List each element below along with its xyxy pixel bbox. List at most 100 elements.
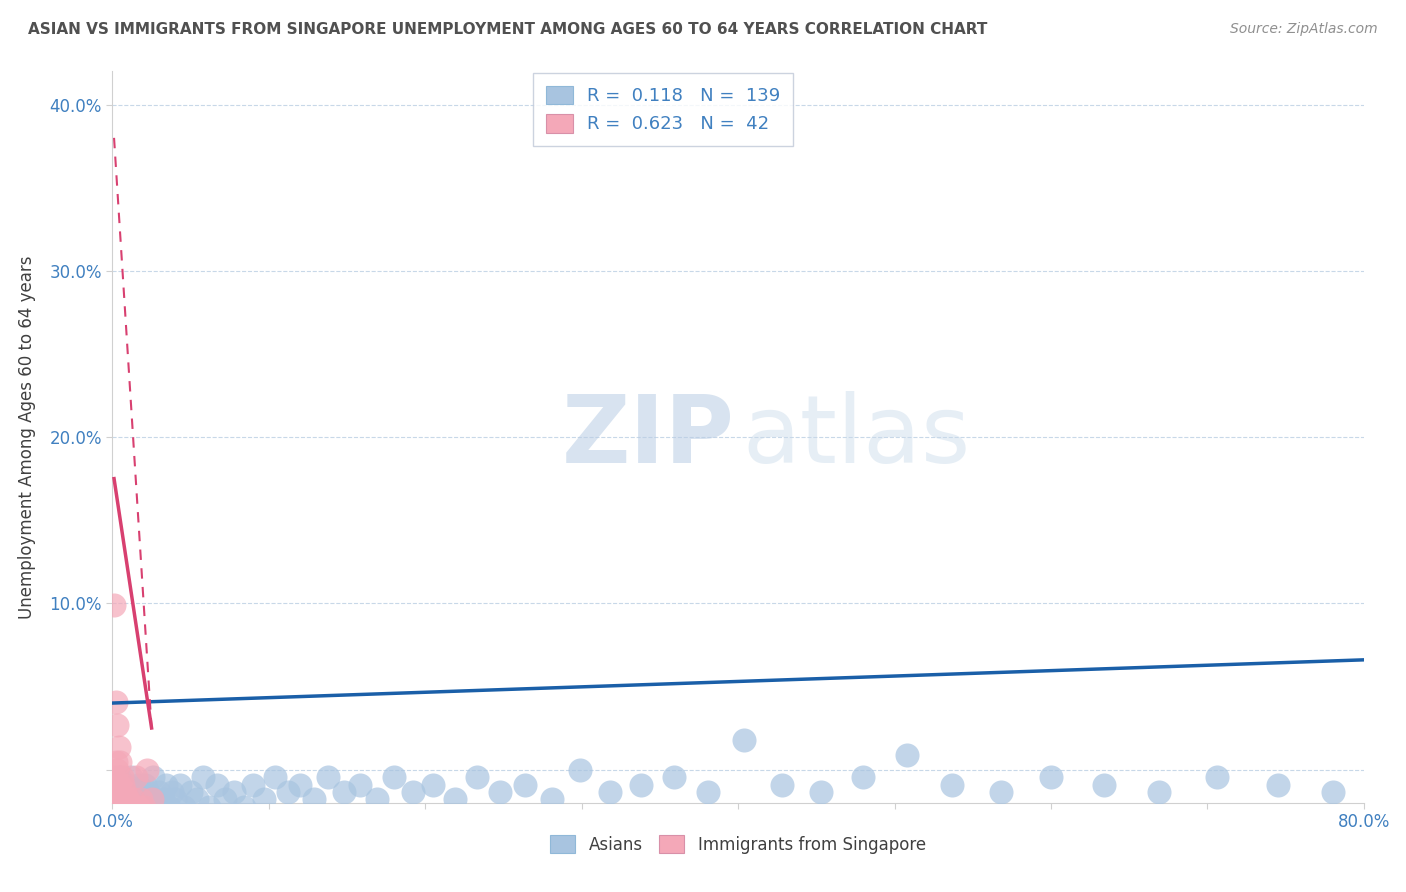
Point	[103, 680, 125, 694]
Point	[157, 696, 180, 710]
Point	[134, 646, 156, 660]
Point	[118, 696, 141, 710]
Point	[569, 613, 592, 627]
Point	[107, 646, 129, 660]
Point	[444, 680, 467, 694]
Point	[114, 680, 136, 694]
Point	[107, 630, 129, 644]
Point	[112, 663, 135, 677]
Point	[115, 646, 138, 660]
Point	[107, 696, 129, 710]
Point	[112, 746, 135, 760]
Point	[105, 680, 128, 694]
Point	[103, 696, 125, 710]
Point	[121, 680, 143, 694]
Point	[152, 680, 174, 694]
Point	[118, 680, 141, 694]
Point	[290, 646, 312, 660]
Point	[382, 630, 405, 644]
Point	[132, 696, 155, 710]
Point	[105, 729, 128, 743]
Point	[120, 630, 142, 644]
Text: ASIAN VS IMMIGRANTS FROM SINGAPORE UNEMPLOYMENT AMONG AGES 60 TO 64 YEARS CORREL: ASIAN VS IMMIGRANTS FROM SINGAPORE UNEMP…	[28, 22, 987, 37]
Point	[117, 680, 139, 694]
Point	[110, 746, 132, 760]
Point	[489, 663, 512, 677]
Point	[128, 696, 150, 710]
Point	[148, 663, 170, 677]
Point	[125, 680, 148, 694]
Y-axis label: Unemployment Among Ages 60 to 64 years: Unemployment Among Ages 60 to 64 years	[18, 255, 35, 619]
Point	[232, 696, 254, 710]
Point	[169, 646, 191, 660]
Point	[107, 563, 129, 577]
Point	[138, 663, 160, 677]
Point	[115, 696, 138, 710]
Point	[120, 713, 142, 727]
Point	[115, 729, 138, 743]
Point	[125, 630, 148, 644]
Point	[662, 630, 685, 644]
Point	[114, 663, 136, 677]
Point	[105, 613, 128, 627]
Point	[697, 663, 720, 677]
Point	[105, 513, 128, 527]
Point	[111, 696, 134, 710]
Point	[114, 713, 136, 727]
Point	[224, 663, 246, 677]
Point	[277, 663, 299, 677]
Point	[349, 646, 371, 660]
Point	[112, 713, 135, 727]
Point	[110, 680, 132, 694]
Point	[104, 713, 127, 727]
Point	[264, 630, 287, 644]
Point	[1147, 663, 1170, 677]
Point	[515, 646, 537, 660]
Point	[163, 680, 186, 694]
Point	[129, 663, 152, 677]
Point	[990, 663, 1012, 677]
Point	[117, 663, 139, 677]
Point	[941, 646, 963, 660]
Point	[333, 663, 356, 677]
Point	[111, 729, 134, 743]
Point	[121, 713, 143, 727]
Point	[104, 663, 127, 677]
Legend: Asians, Immigrants from Singapore: Asians, Immigrants from Singapore	[544, 829, 932, 860]
Point	[103, 247, 125, 261]
Point	[402, 663, 425, 677]
Point	[160, 663, 183, 677]
Point	[132, 680, 155, 694]
Point	[112, 696, 135, 710]
Point	[1092, 646, 1115, 660]
Point	[141, 680, 163, 694]
Point	[1205, 630, 1227, 644]
Point	[117, 713, 139, 727]
Point	[1039, 630, 1063, 644]
Point	[105, 729, 128, 743]
Point	[180, 663, 202, 677]
Point	[318, 630, 340, 644]
Point	[142, 630, 165, 644]
Point	[110, 596, 132, 610]
Point	[1267, 646, 1289, 660]
Point	[105, 663, 128, 677]
Text: Source: ZipAtlas.com: Source: ZipAtlas.com	[1230, 22, 1378, 37]
Point	[852, 630, 875, 644]
Text: atlas: atlas	[742, 391, 970, 483]
Point	[135, 613, 157, 627]
Point	[1322, 663, 1344, 677]
Point	[207, 646, 229, 660]
Point	[117, 729, 139, 743]
Point	[896, 580, 918, 594]
Point	[129, 680, 152, 694]
Point	[124, 663, 146, 677]
Point	[127, 646, 149, 660]
Point	[304, 680, 326, 694]
Point	[131, 713, 153, 727]
Point	[107, 746, 129, 760]
Point	[630, 646, 652, 660]
Point	[104, 696, 127, 710]
Point	[145, 696, 167, 710]
Point	[111, 680, 134, 694]
